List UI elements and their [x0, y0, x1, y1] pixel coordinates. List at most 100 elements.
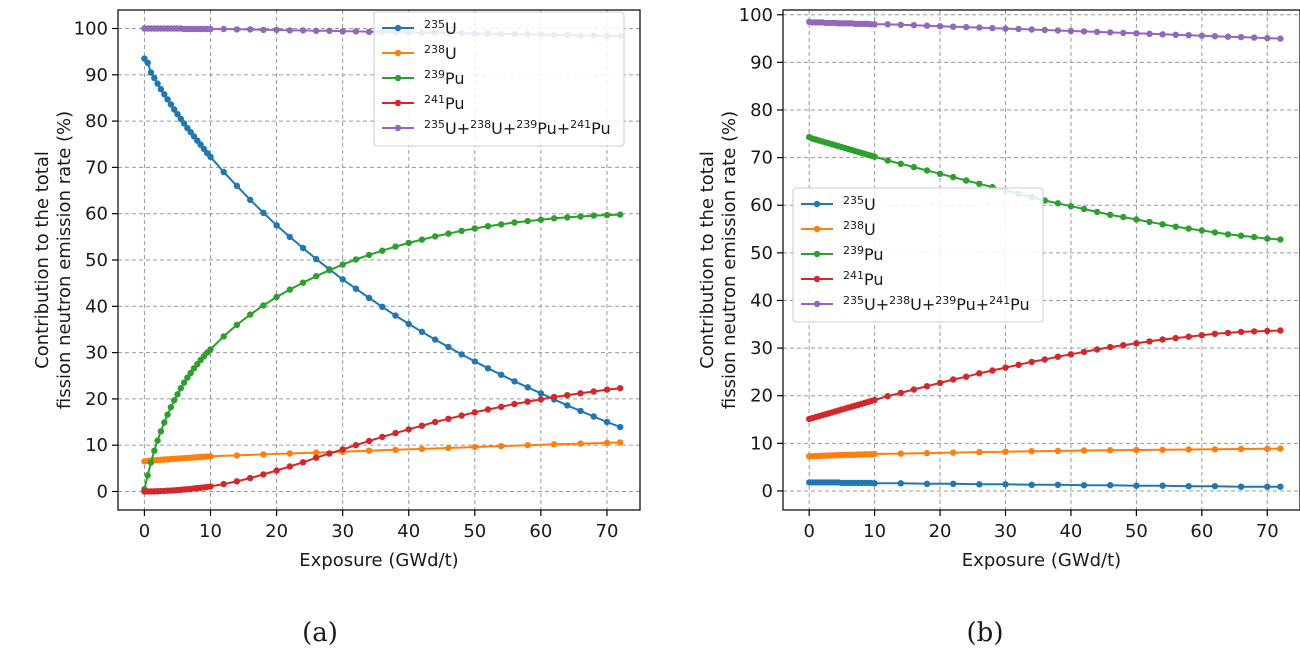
data-point [247, 474, 254, 482]
y-tick-label: 100 [74, 19, 108, 40]
data-point [1015, 361, 1022, 368]
data-point [233, 452, 241, 459]
data-point [1107, 482, 1114, 489]
data-point [313, 255, 320, 263]
legend-swatch-marker [394, 24, 402, 32]
data-point [1133, 340, 1140, 347]
data-point [151, 447, 158, 454]
data-point [871, 450, 878, 458]
data-point [617, 439, 624, 446]
data-point [233, 182, 241, 190]
legend-label-text: Pu [445, 94, 465, 113]
data-point [976, 180, 983, 187]
legend-swatch-marker [813, 250, 821, 258]
series-1 [806, 445, 1284, 460]
y-tick-label: 0 [762, 481, 773, 502]
data-point [1264, 483, 1271, 490]
data-point [923, 449, 931, 457]
data-point [157, 428, 165, 435]
data-point [897, 450, 904, 457]
chart-panel-b: 0 10 20 30 40 50 60 70 0 10 20 30 40 50 60 70 80 90 100 Exp… [697, 5, 1300, 571]
data-point [897, 21, 904, 28]
data-point [950, 376, 957, 383]
legend-label-text: U [864, 220, 876, 239]
data-point [989, 367, 996, 374]
data-point [603, 386, 611, 393]
data-point [184, 374, 191, 381]
series-line [143, 213, 621, 490]
data-point [1211, 483, 1219, 490]
data-point [171, 106, 178, 113]
data-point [286, 463, 293, 470]
data-point [260, 209, 267, 216]
data-point [365, 437, 373, 445]
data-point [1185, 225, 1192, 232]
x-tick-label: 50 [1125, 521, 1148, 542]
data-point [950, 449, 957, 456]
data-point [392, 243, 399, 250]
data-point [247, 196, 254, 203]
data-point [590, 413, 597, 420]
data-point [458, 227, 465, 234]
data-point [976, 481, 983, 488]
data-point [1120, 342, 1127, 349]
legend-label-text: Pu [864, 245, 884, 264]
data-point [1211, 446, 1219, 453]
data-point [1028, 481, 1035, 488]
x-tick-label: 60 [1190, 521, 1213, 542]
data-point [260, 302, 267, 309]
data-point [1028, 448, 1035, 455]
y-tick-label: 60 [85, 204, 108, 225]
data-point [1080, 205, 1088, 213]
series-2 [141, 211, 624, 493]
data-point [603, 211, 611, 219]
data-point [174, 111, 181, 118]
data-point [1093, 208, 1101, 216]
data-point [260, 451, 267, 458]
y-tick-label: 20 [85, 389, 108, 410]
x-tick-label: 40 [1059, 521, 1082, 542]
data-point [936, 170, 944, 177]
legend-label: 235U+238U+239Pu+241Pu [843, 294, 1030, 314]
data-point [537, 396, 545, 403]
data-point [418, 328, 426, 335]
legend-swatch-marker [394, 74, 402, 82]
data-point [910, 163, 918, 171]
legend-label-superscript: 241 [570, 118, 591, 131]
y-tick-label: 90 [750, 52, 773, 73]
y-axis-label-line1: Contribution to the total [32, 151, 53, 369]
data-point [405, 239, 412, 247]
data-point [177, 115, 184, 123]
series-2 [806, 133, 1284, 243]
legend-label-text: U+ [491, 119, 516, 138]
data-point [564, 402, 571, 409]
y-tick-label: 80 [750, 100, 773, 121]
data-point [1107, 211, 1114, 218]
y-tick-label: 10 [85, 435, 108, 456]
data-point [936, 23, 944, 30]
data-point [432, 336, 439, 343]
data-point [484, 223, 492, 230]
legend-label-text: U [445, 44, 457, 63]
data-point [923, 22, 931, 29]
data-point [352, 442, 360, 449]
data-point [1054, 481, 1062, 488]
x-tick-label: 20 [265, 521, 288, 542]
data-point [524, 217, 531, 225]
data-point [884, 21, 891, 28]
y-tick-label: 90 [85, 65, 108, 86]
data-point [590, 212, 597, 219]
data-point [1185, 446, 1192, 453]
data-point [392, 429, 399, 437]
data-point [445, 444, 452, 452]
data-point [897, 480, 904, 487]
data-point [1237, 328, 1245, 336]
data-point [1264, 235, 1271, 242]
data-point [299, 27, 307, 34]
legend-box [792, 187, 1044, 323]
data-point [1237, 445, 1245, 453]
legend-label-text: Pu+ [956, 295, 989, 314]
data-point [418, 445, 426, 453]
data-point [167, 101, 175, 108]
